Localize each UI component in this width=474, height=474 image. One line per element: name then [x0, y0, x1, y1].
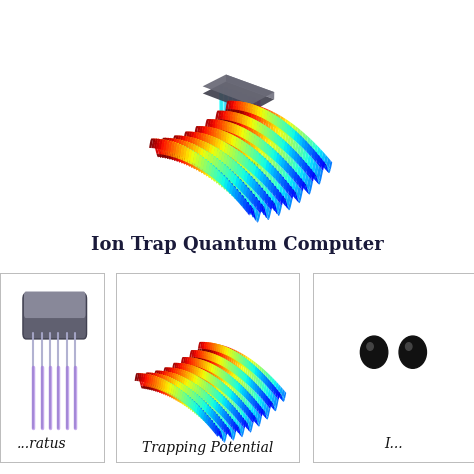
Circle shape — [360, 336, 388, 368]
Circle shape — [399, 336, 427, 368]
Text: ...ratus: ...ratus — [17, 437, 66, 451]
FancyBboxPatch shape — [23, 293, 87, 339]
Text: I...: I... — [384, 437, 403, 451]
Circle shape — [405, 343, 412, 350]
FancyBboxPatch shape — [24, 292, 85, 318]
Text: Trapping Potential: Trapping Potential — [142, 441, 273, 455]
Circle shape — [367, 343, 374, 350]
Text: Ion Trap Quantum Computer: Ion Trap Quantum Computer — [91, 236, 383, 254]
